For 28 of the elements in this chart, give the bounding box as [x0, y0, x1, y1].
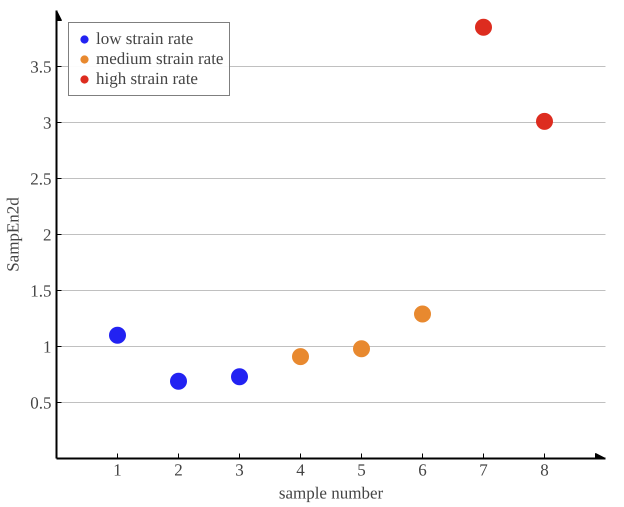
y-tick-label: 2: [43, 226, 52, 244]
point: [292, 348, 309, 366]
y-tick-label: 0.5: [30, 394, 52, 412]
y-tick-label: 1: [43, 338, 52, 356]
x-tick-label: 7: [479, 460, 488, 480]
x-tick-label: 8: [540, 460, 549, 480]
x-tick-label: 6: [418, 460, 427, 480]
point: [231, 368, 248, 386]
point: [353, 340, 370, 358]
y-tick-label: 3: [43, 114, 52, 132]
x-tick-label: 1: [113, 460, 122, 480]
x-tick-label: 5: [357, 460, 366, 480]
point: [475, 18, 492, 36]
point: [170, 372, 187, 390]
legend-label: medium strain rate: [96, 49, 224, 69]
x-tick-label: 3: [235, 460, 244, 480]
x-tick-label: 2: [174, 460, 183, 480]
y-axis-title: SampEn2d: [3, 196, 22, 272]
x-axis-title: sample number: [278, 484, 384, 502]
y-tick-label: 3.5: [30, 58, 52, 76]
point: [536, 112, 553, 130]
legend-label: high strain rate: [96, 69, 198, 89]
legend-label: low strain rate: [96, 29, 194, 49]
y-tick-label: 1.5: [30, 282, 52, 300]
y-tick-label: 2.5: [30, 170, 52, 188]
x-tick-label: 4: [296, 460, 306, 480]
point: [414, 306, 431, 323]
point: [109, 326, 126, 344]
